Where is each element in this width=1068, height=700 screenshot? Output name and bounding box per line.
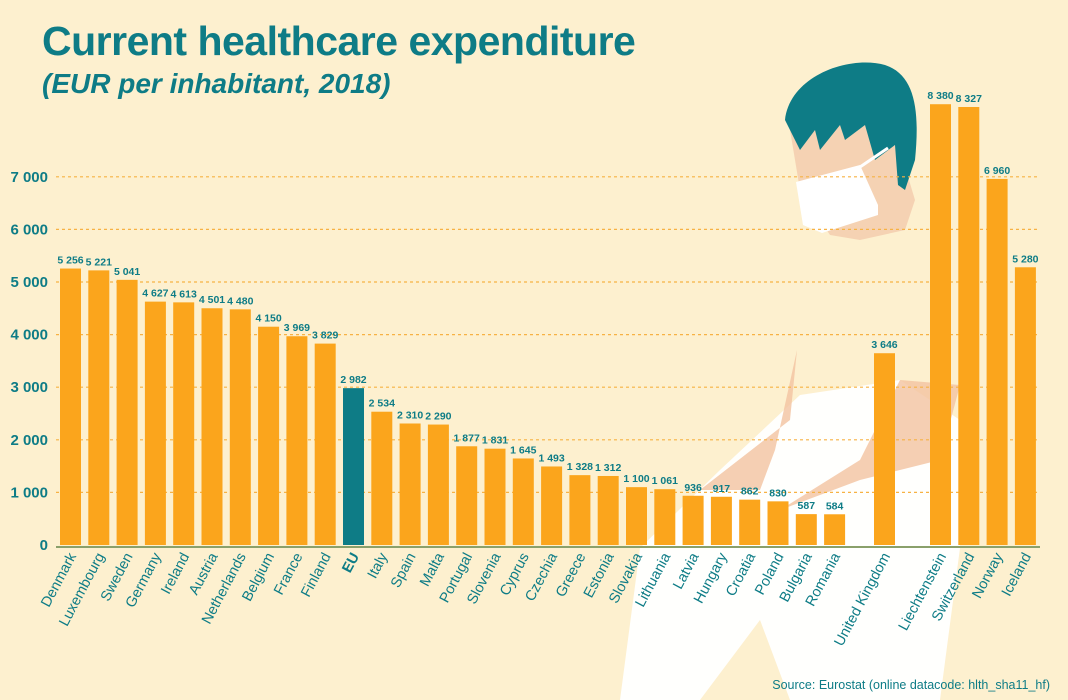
mask-shape xyxy=(796,165,878,233)
value-label: 862 xyxy=(741,486,759,498)
value-label: 8 327 xyxy=(956,93,982,105)
x-tick-label: Italy xyxy=(365,550,392,582)
value-label: 1 328 xyxy=(567,461,593,473)
value-label: 5 256 xyxy=(57,255,83,267)
value-label: 3 969 xyxy=(284,322,310,334)
value-label: 5 280 xyxy=(1012,253,1038,265)
value-label: 1 312 xyxy=(595,462,621,474)
value-label: 4 150 xyxy=(255,313,281,325)
source-note: Source: Eurostat (online datacode: hlth_… xyxy=(772,678,1050,692)
y-tick-label: 7 000 xyxy=(10,169,48,186)
value-label: 936 xyxy=(684,482,702,494)
value-label: 3 646 xyxy=(871,339,897,351)
arm-right-shape xyxy=(780,380,960,510)
value-label: 1 877 xyxy=(454,432,480,444)
bar-iceland xyxy=(1014,267,1036,545)
y-tick-label: 0 xyxy=(40,537,48,554)
bar-belgium xyxy=(258,326,280,545)
value-label: 4 627 xyxy=(142,288,168,300)
value-label: 1 100 xyxy=(623,473,649,485)
bar-netherlands xyxy=(229,309,251,545)
y-axis: 0 1 000 2 000 3 000 4 000 5 000 6 000 7 000 xyxy=(10,169,48,554)
bar-cyprus xyxy=(512,458,534,545)
value-label: 917 xyxy=(713,483,731,495)
bar-liechtenstein xyxy=(930,104,951,545)
value-label: 830 xyxy=(769,487,787,499)
bar-greece xyxy=(569,475,591,545)
bar-poland xyxy=(767,501,789,545)
y-tick-label: 2 000 xyxy=(10,432,48,449)
bar-slovakia xyxy=(626,487,647,545)
value-label: 5 221 xyxy=(86,256,112,268)
bar-switzerland xyxy=(958,106,980,545)
bar-austria xyxy=(201,308,223,545)
bar-france xyxy=(286,336,308,545)
bar-latvia xyxy=(682,495,704,545)
bar-luxembourg xyxy=(88,270,110,545)
value-label: 6 960 xyxy=(984,165,1010,177)
bar-hungary xyxy=(710,496,732,545)
y-tick-label: 6 000 xyxy=(10,221,48,238)
bar-malta xyxy=(427,424,449,545)
bar-eu xyxy=(343,388,364,545)
bar-slovenia xyxy=(484,448,506,545)
value-label: 4 480 xyxy=(227,295,253,307)
value-label: 5 041 xyxy=(114,266,140,278)
value-label: 1 061 xyxy=(652,475,678,487)
value-label: 8 380 xyxy=(927,90,953,102)
bar-finland xyxy=(314,343,336,545)
bar-norway xyxy=(986,178,1008,546)
bar-romania xyxy=(824,514,846,545)
mask-strap xyxy=(859,146,889,169)
value-label: 1 831 xyxy=(482,435,508,447)
bar-bulgaria xyxy=(795,514,817,545)
value-label: 2 310 xyxy=(397,409,423,421)
value-label: 4 501 xyxy=(199,294,225,306)
arm-left-shape xyxy=(700,350,797,490)
bar-italy xyxy=(371,411,393,545)
value-label: 1 493 xyxy=(538,452,564,464)
value-label: 2 290 xyxy=(425,411,451,423)
y-tick-label: 3 000 xyxy=(10,379,48,396)
value-label: 584 xyxy=(826,500,844,512)
bar-spain xyxy=(399,423,421,545)
y-tick-label: 4 000 xyxy=(10,327,48,344)
bar-ireland xyxy=(173,302,195,545)
bar-sweden xyxy=(116,279,138,545)
value-label: 2 534 xyxy=(369,398,395,410)
bar-germany xyxy=(144,301,166,545)
y-tick-label: 5 000 xyxy=(10,274,48,291)
value-label: 1 645 xyxy=(510,444,536,456)
value-label: 587 xyxy=(798,500,816,512)
chart-title: Current healthcare expenditure xyxy=(42,18,636,64)
hair-shape xyxy=(785,62,917,190)
chart-subtitle: (EUR per inhabitant, 2018) xyxy=(42,68,391,99)
bar-czechia xyxy=(541,466,563,545)
bar-estonia xyxy=(597,475,619,545)
y-tick-label: 1 000 xyxy=(10,484,48,501)
bar-portugal xyxy=(456,446,478,545)
value-label: 3 829 xyxy=(312,330,338,342)
bar-croatia xyxy=(739,499,761,545)
x-tick-label: Spain xyxy=(388,550,420,590)
bar-denmark xyxy=(60,268,81,545)
bar-lithuania xyxy=(654,489,676,545)
value-label: 4 613 xyxy=(171,288,197,300)
value-label: 2 982 xyxy=(340,374,366,386)
x-tick-label: EU xyxy=(339,550,363,575)
bar-united-kingdom xyxy=(874,353,895,545)
